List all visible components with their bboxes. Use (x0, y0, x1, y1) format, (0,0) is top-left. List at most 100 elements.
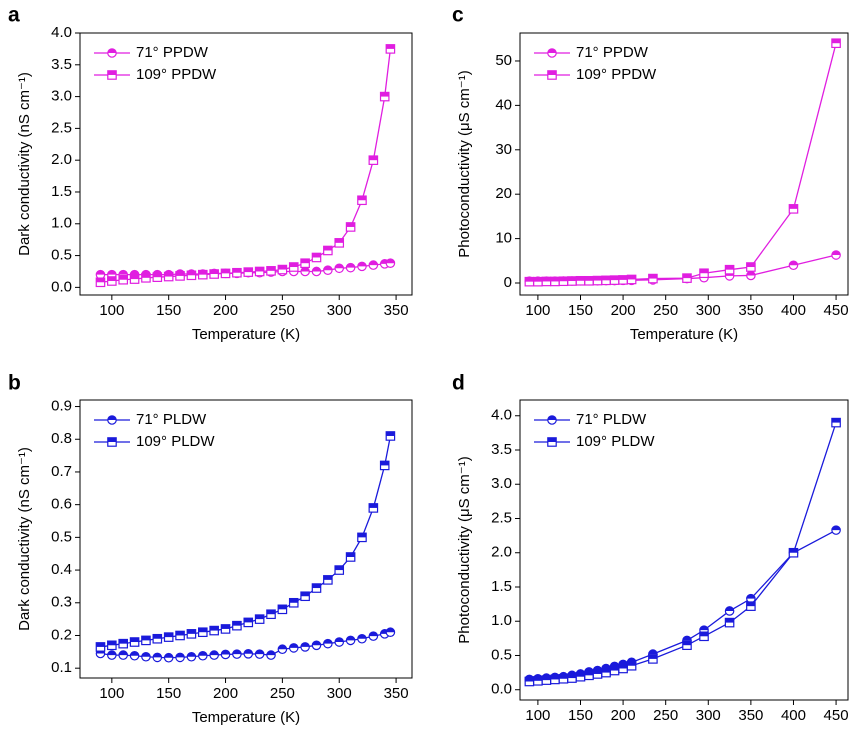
data-point (95, 642, 106, 652)
marker-half (335, 565, 344, 571)
x-tick-label: 200 (213, 302, 238, 319)
marker-half (357, 196, 367, 201)
marker-half (682, 636, 692, 641)
data-point (209, 625, 219, 636)
data-point (311, 266, 322, 277)
marker-half (300, 267, 310, 272)
marker-half (107, 70, 117, 75)
data-point (288, 597, 299, 608)
data-point (550, 674, 560, 685)
marker-half (725, 606, 734, 611)
x-tick-label: 150 (156, 685, 181, 702)
marker-half (593, 669, 602, 674)
data-point (334, 637, 345, 647)
marker-half (542, 675, 551, 681)
y-tick-label: 50 (495, 52, 512, 69)
data-point (379, 91, 390, 102)
y-axis-title: Photoconductivity (μS cm⁻¹) (456, 456, 473, 643)
marker-half (357, 262, 367, 267)
legend-label: 71° PPDW (576, 44, 649, 61)
y-tick-label: 1.5 (491, 578, 512, 595)
x-tick-label: 350 (738, 707, 763, 724)
y-tick-label: 0.5 (491, 646, 512, 663)
x-tick-label: 350 (738, 302, 763, 319)
marker-half (221, 269, 230, 274)
data-point (533, 676, 543, 686)
data-point (788, 547, 799, 558)
x-tick-label: 100 (525, 302, 550, 319)
marker-half (746, 271, 756, 276)
marker-half (357, 533, 367, 538)
data-point (232, 267, 242, 278)
x-tick-label: 150 (568, 707, 593, 724)
y-tick-label: 0.5 (51, 528, 72, 545)
data-point (626, 660, 637, 671)
marker-half (312, 641, 321, 646)
marker-half (627, 661, 636, 666)
marker-half (187, 652, 196, 657)
data-point (118, 650, 129, 660)
marker-half (627, 275, 636, 280)
data-point (95, 277, 106, 288)
x-tick-label: 200 (213, 685, 238, 702)
data-point (567, 276, 577, 286)
marker-half (831, 250, 841, 256)
marker-half (533, 676, 543, 681)
marker-half (198, 270, 207, 275)
y-tick-label: 0.7 (51, 463, 72, 480)
marker-half (141, 652, 151, 657)
data-point (129, 274, 140, 284)
data-point (788, 260, 799, 271)
data-point (220, 624, 231, 634)
x-tick-label: 250 (270, 685, 295, 702)
y-tick-label: 40 (495, 96, 512, 113)
y-tick-label: 0.0 (51, 278, 72, 295)
data-point (533, 276, 543, 287)
data-point (254, 649, 265, 659)
marker-half (312, 253, 321, 258)
plot-frame (519, 32, 849, 296)
marker-half (746, 601, 756, 607)
marker-half (312, 267, 321, 272)
data-point (345, 262, 356, 273)
marker-half (346, 552, 355, 557)
marker-half (576, 276, 585, 281)
data-point (288, 262, 299, 272)
x-tick-label: 100 (99, 302, 124, 319)
marker-half (584, 671, 594, 676)
marker-half (601, 668, 611, 673)
data-point (584, 275, 594, 286)
data-point (831, 417, 841, 428)
data-point (368, 260, 379, 270)
marker-half (547, 48, 557, 53)
marker-half (119, 650, 128, 656)
data-point (266, 266, 276, 276)
legend-label: 109° PPDW (136, 66, 217, 83)
data-point (334, 238, 345, 248)
data-point (118, 638, 129, 649)
marker-half (610, 662, 619, 667)
x-tick-label: 150 (568, 302, 593, 319)
marker-half (312, 583, 321, 589)
data-point (648, 273, 658, 284)
marker-half (789, 261, 798, 266)
marker-half (289, 262, 298, 268)
x-tick-label: 300 (696, 302, 721, 319)
marker-half (831, 418, 841, 423)
x-tick-label: 150 (156, 302, 181, 319)
y-tick-label: 0 (504, 274, 512, 291)
data-point (152, 272, 163, 282)
data-point (107, 650, 117, 660)
data-point (254, 266, 265, 277)
data-point (746, 270, 756, 281)
data-point (368, 155, 379, 165)
panel-label: d (452, 372, 465, 395)
marker-half (682, 641, 692, 646)
data-point (323, 575, 333, 585)
marker-half (699, 269, 709, 274)
marker-half (380, 92, 389, 97)
x-tick-label: 100 (99, 685, 124, 702)
marker-half (96, 270, 105, 275)
marker-half (141, 636, 151, 641)
x-tick-label: 200 (611, 302, 636, 319)
